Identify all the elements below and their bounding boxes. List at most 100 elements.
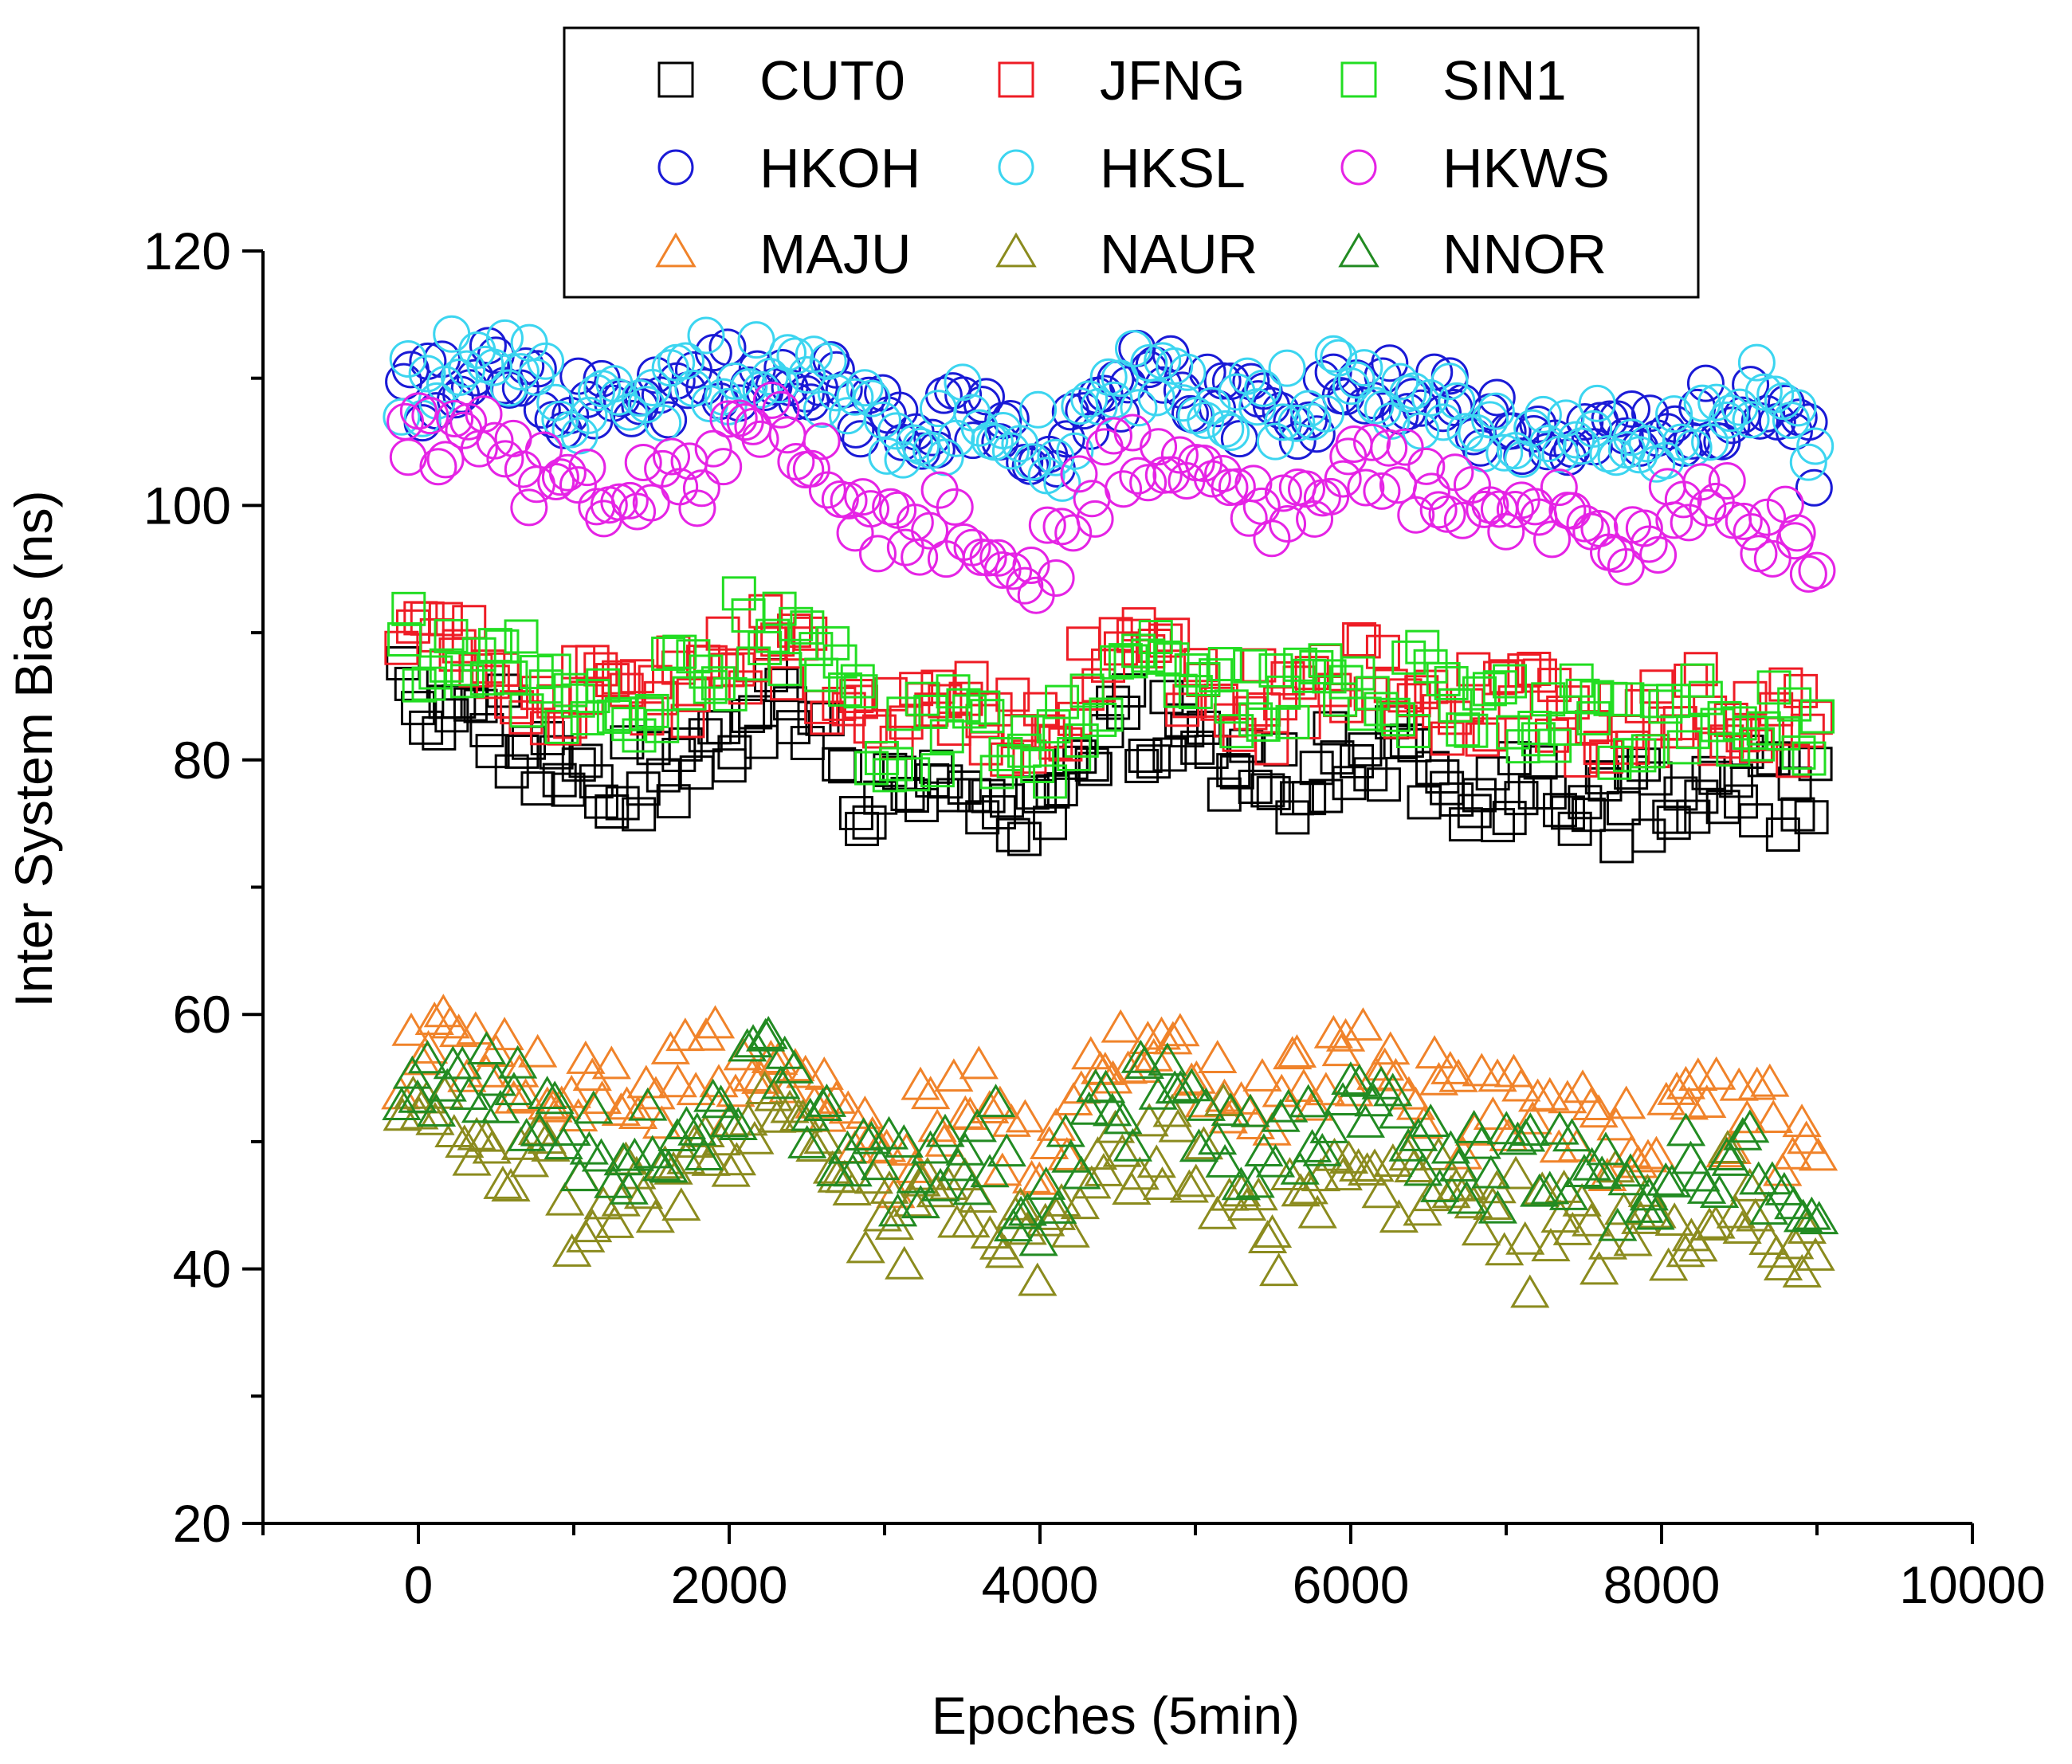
data-point-naur bbox=[415, 1101, 455, 1135]
data-point-hkws bbox=[1407, 447, 1446, 485]
data-point-nnor bbox=[603, 1142, 643, 1176]
data-point-sin1 bbox=[1426, 661, 1461, 696]
data-point-hksl bbox=[1001, 425, 1039, 463]
data-point-maju bbox=[1101, 1009, 1140, 1043]
data-point-cut0 bbox=[845, 811, 880, 846]
data-point-hksl bbox=[1293, 402, 1332, 441]
data-point-sin1 bbox=[1010, 715, 1046, 750]
data-point-maju bbox=[1171, 1062, 1211, 1096]
data-point-maju bbox=[1619, 1144, 1658, 1178]
data-point-hksl bbox=[1089, 358, 1128, 396]
data-point-nnor bbox=[1171, 1068, 1211, 1102]
data-point-hksl bbox=[475, 348, 513, 386]
data-point-nnor bbox=[1261, 1098, 1301, 1132]
data-point-hksl bbox=[1424, 403, 1462, 441]
data-point-jfng bbox=[1165, 692, 1200, 727]
data-point-cut0 bbox=[1439, 782, 1474, 817]
data-point-nnor bbox=[1598, 1207, 1638, 1241]
data-point-jfng bbox=[1759, 692, 1794, 727]
data-point-maju bbox=[983, 1152, 1022, 1186]
data-point-sin1 bbox=[700, 666, 736, 701]
data-point-nnor bbox=[1552, 1118, 1592, 1152]
data-point-nnor bbox=[1361, 1065, 1401, 1100]
data-point-maju bbox=[1134, 1037, 1174, 1072]
data-point-cut0 bbox=[1366, 767, 1401, 802]
data-point-nnor bbox=[642, 1147, 681, 1182]
data-point-jfng bbox=[1383, 704, 1418, 739]
data-point-nnor bbox=[574, 1090, 614, 1124]
data-point-maju bbox=[1517, 1078, 1558, 1112]
data-point-naur bbox=[1095, 1109, 1136, 1143]
data-point-naur bbox=[1580, 1251, 1619, 1285]
data-point-sin1 bbox=[1147, 640, 1182, 675]
data-point-nnor bbox=[1388, 1127, 1428, 1162]
data-point-hkws bbox=[1353, 423, 1391, 461]
data-point-nnor bbox=[1646, 1162, 1685, 1196]
data-point-sin1 bbox=[1496, 715, 1531, 750]
data-point-cut0 bbox=[1497, 741, 1532, 776]
data-point-hksl bbox=[1477, 392, 1515, 430]
data-point-cut0 bbox=[520, 771, 555, 806]
data-point-sin1 bbox=[872, 758, 907, 793]
data-point-cut0 bbox=[1043, 772, 1078, 807]
data-point-sin1 bbox=[767, 652, 803, 687]
data-point-nnor bbox=[806, 1083, 847, 1117]
data-point-hkws bbox=[568, 449, 606, 487]
data-point-hkws bbox=[510, 488, 548, 527]
x-tick-label: 6000 bbox=[1293, 1555, 1410, 1614]
data-point-hksl bbox=[1578, 384, 1616, 422]
data-point-jfng bbox=[954, 661, 989, 696]
data-point-hkws bbox=[792, 449, 830, 488]
data-point-hkoh bbox=[842, 420, 880, 458]
data-point-nnor bbox=[594, 1164, 634, 1198]
data-point-jfng bbox=[670, 704, 705, 739]
data-point-sin1 bbox=[1113, 644, 1148, 679]
data-point-hkws bbox=[1347, 468, 1385, 507]
data-point-maju bbox=[991, 1103, 1031, 1137]
data-point-naur bbox=[666, 1140, 706, 1174]
data-point-nnor bbox=[666, 1106, 707, 1139]
data-point-sin1 bbox=[645, 708, 680, 743]
data-point-sin1 bbox=[970, 699, 1005, 734]
data-point-nnor bbox=[1148, 1042, 1187, 1076]
data-point-naur bbox=[1531, 1228, 1571, 1262]
data-point-nnor bbox=[709, 1103, 749, 1138]
data-point-maju bbox=[732, 1057, 772, 1092]
data-point-naur bbox=[1485, 1232, 1525, 1266]
data-point-nnor bbox=[1113, 1127, 1153, 1162]
data-point-nnor bbox=[693, 1078, 733, 1112]
data-point-hkws bbox=[911, 512, 949, 550]
data-point-sin1 bbox=[840, 664, 875, 699]
data-point-nnor bbox=[609, 1170, 649, 1205]
data-point-hkoh bbox=[685, 368, 724, 406]
data-point-hkoh bbox=[850, 376, 888, 414]
data-point-hksl bbox=[1120, 389, 1158, 427]
data-point-nnor bbox=[649, 1149, 689, 1183]
data-point-hksl bbox=[1268, 349, 1306, 387]
data-point-nnor bbox=[833, 1153, 873, 1187]
data-point-hkws bbox=[1370, 429, 1408, 467]
data-point-hksl bbox=[687, 316, 725, 355]
data-point-nnor bbox=[1331, 1061, 1371, 1095]
data-point-nnor bbox=[775, 1049, 814, 1084]
data-point-sin1 bbox=[1275, 704, 1310, 739]
data-point-cut0 bbox=[1631, 818, 1666, 853]
data-point-hksl bbox=[1524, 395, 1562, 433]
legend-marker-maju bbox=[655, 232, 697, 268]
data-point-hkws bbox=[1324, 460, 1362, 498]
data-point-hksl bbox=[1708, 401, 1746, 439]
data-point-hksl bbox=[527, 342, 565, 380]
data-point-nnor bbox=[551, 1112, 591, 1146]
data-point-naur bbox=[1084, 1152, 1124, 1186]
data-point-naur bbox=[691, 1143, 731, 1176]
data-point-hksl bbox=[863, 401, 901, 439]
data-point-hkws bbox=[1778, 514, 1816, 552]
x-tick-label: 0 bbox=[404, 1555, 434, 1614]
legend-marker-hkoh bbox=[657, 149, 694, 186]
data-point-nnor bbox=[1378, 1095, 1418, 1129]
data-point-maju bbox=[1548, 1080, 1587, 1114]
data-point-maju bbox=[1697, 1056, 1736, 1090]
data-point-sin1 bbox=[1746, 711, 1781, 746]
data-point-cut0 bbox=[1676, 799, 1711, 834]
data-point-sin1 bbox=[843, 674, 878, 709]
